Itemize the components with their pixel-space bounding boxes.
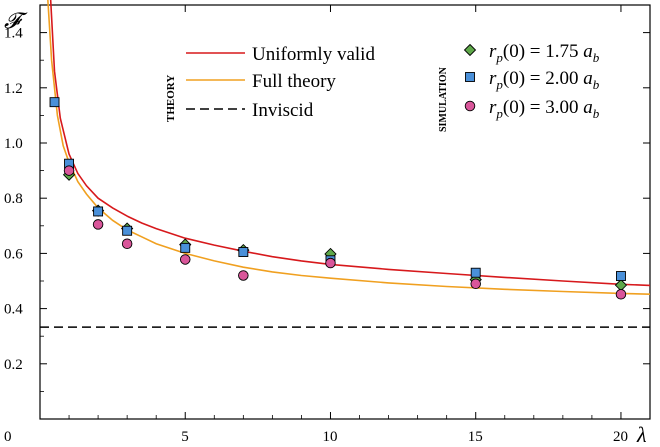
point-circle xyxy=(470,278,481,290)
point-circle xyxy=(325,257,336,269)
point-square xyxy=(238,247,249,257)
point-square xyxy=(122,225,133,236)
plot-frame xyxy=(39,4,651,420)
point-circle xyxy=(615,288,627,300)
line-uniformly-valid xyxy=(49,0,650,287)
y-tick-label: 0.8 xyxy=(4,191,23,207)
legend-marker-square xyxy=(465,72,475,82)
point-circle xyxy=(63,165,75,176)
point-diamond xyxy=(614,279,628,292)
y-tick-label: 0.6 xyxy=(4,246,23,262)
x-tick-label: 10 xyxy=(322,429,337,445)
y-tick-label: 0.4 xyxy=(4,302,23,318)
legend-simulation: SIMULATION rp(0) = 1.75 ab rp(0) = 2.00 a… xyxy=(438,41,600,132)
legend-label-series-3: rp(0) = 3.00 ab xyxy=(489,97,600,121)
legend-label-uniformly-valid: Uniformly valid xyxy=(252,44,375,65)
point-circle xyxy=(238,270,249,281)
legend-label-series-1: rp(0) = 1.75 ab xyxy=(489,41,600,65)
x-tick-label: 0 xyxy=(4,429,12,445)
legend-marker-diamond xyxy=(463,43,477,57)
x-tick-label: 15 xyxy=(468,429,483,445)
legend-label-series-2: rp(0) = 2.00 ab xyxy=(489,68,600,92)
point-square xyxy=(180,242,191,253)
simulation-points xyxy=(49,97,628,300)
point-square xyxy=(49,97,60,108)
y-tick-label: 1.0 xyxy=(4,136,23,152)
point-square xyxy=(93,206,104,217)
y-axis-label: 𝓕 xyxy=(4,8,28,33)
legend-label-full-theory: Full theory xyxy=(252,71,336,92)
legend-marker-circle xyxy=(464,100,476,112)
axis-ticks: 0 5 10 15 20 0.2 0.4 0.6 0.8 1.0 1.2 1.4 xyxy=(4,4,650,445)
legend-theory: THEORY Uniformly valid Full theory Invis… xyxy=(165,44,375,122)
x-tick-label: 5 xyxy=(181,429,189,445)
y-tick-label: 1.2 xyxy=(4,81,23,97)
y-tick-label: 0.2 xyxy=(4,357,23,373)
point-circle xyxy=(179,254,191,265)
y-tick-label: 1.4 xyxy=(4,26,23,42)
legend-label-inviscid: Inviscid xyxy=(252,100,314,121)
theory-group-label: THEORY xyxy=(165,75,177,122)
x-tick-label: 20 xyxy=(613,429,628,445)
point-square xyxy=(470,267,481,278)
point-circle xyxy=(92,219,104,230)
point-square xyxy=(616,271,626,281)
point-circle xyxy=(121,238,133,249)
simulation-group-label: SIMULATION xyxy=(438,66,449,132)
x-axis-label: λ xyxy=(636,422,647,447)
